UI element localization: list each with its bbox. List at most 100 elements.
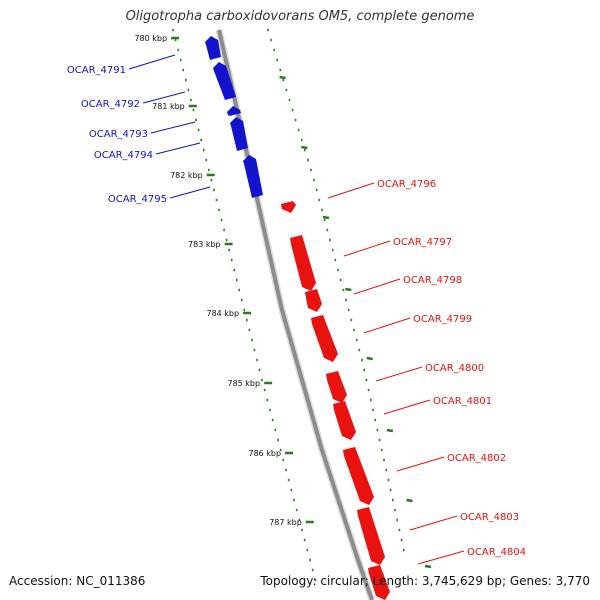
ring-dot [398, 528, 401, 532]
gene-label-forward[interactable]: OCAR_4801 [433, 396, 492, 407]
leader-line [409, 515, 458, 531]
gene-label-forward[interactable]: OCAR_4803 [460, 512, 519, 523]
leader-line [169, 186, 211, 199]
ring-dot [304, 148, 306, 152]
leader-line [396, 456, 445, 472]
outer-tick-mark [301, 145, 308, 150]
tick-label: 784 kbp [206, 309, 239, 318]
ring-dot [266, 398, 269, 402]
ring-dot [306, 548, 309, 552]
gene-label-forward[interactable]: OCAR_4799 [413, 314, 472, 325]
ring-dot [370, 398, 372, 402]
ring-dot [208, 168, 210, 172]
gene-label-forward[interactable]: OCAR_4800 [425, 363, 484, 374]
gene-arrow-forward [326, 371, 347, 403]
ring-dot [347, 308, 350, 312]
gene-label-forward[interactable]: OCAR_4798 [403, 275, 462, 286]
gene-label-forward[interactable]: OCAR_4796 [377, 179, 436, 190]
ring-dot [253, 348, 256, 352]
ring-dot [363, 368, 365, 372]
tick-label: 785 kbp [227, 379, 260, 388]
ring-dot [374, 418, 376, 422]
gene-arrow-reverse [243, 155, 263, 198]
ring-dot [345, 298, 347, 302]
ring-dot [329, 238, 331, 242]
gene-arrow-forward [290, 235, 316, 291]
ring-dot [223, 228, 225, 232]
gene-features [205, 36, 390, 600]
gene-arrow-forward [305, 289, 322, 312]
outer-tick-mark [406, 498, 413, 503]
ring-dot [294, 118, 297, 122]
gene-label-reverse[interactable]: OCAR_4795 [108, 194, 167, 205]
ring-dot [372, 408, 374, 412]
gene-label-forward[interactable]: OCAR_4797 [393, 237, 452, 248]
ring-dot [394, 508, 396, 512]
ring-dot [271, 418, 274, 422]
ring-dot [334, 258, 337, 262]
ring-dot [396, 518, 398, 522]
ring-dot [321, 208, 323, 212]
ring-dot [326, 228, 329, 232]
ring-dot [179, 58, 182, 62]
ring-dot [358, 348, 361, 352]
tick-label: 780 kbp [134, 34, 167, 43]
ring-dot [307, 158, 309, 162]
ring-dot [276, 58, 278, 62]
gene-arrow-reverse [230, 117, 248, 151]
ring-dot [240, 298, 243, 302]
ring-dot [367, 388, 370, 392]
ring-dot [267, 28, 269, 32]
ring-dot [210, 178, 213, 182]
gene-label-reverse[interactable]: OCAR_4792 [81, 99, 140, 110]
ring-dot [361, 358, 363, 362]
gene-arrow-forward [333, 401, 356, 440]
inner-tick-ring [172, 28, 317, 582]
ring-dot [378, 438, 381, 442]
gene-label-reverse[interactable]: OCAR_4794 [94, 150, 153, 161]
ring-dot [228, 248, 230, 252]
ring-dot [282, 78, 285, 82]
ring-dot [218, 208, 220, 212]
ring-dot [274, 428, 277, 432]
ring-dot [282, 458, 285, 462]
ring-dot [192, 108, 195, 112]
ring-dot [202, 148, 205, 152]
ring-dot [297, 128, 300, 132]
ring-dot [403, 548, 405, 552]
ring-dot [318, 198, 321, 202]
leader-line [417, 550, 465, 565]
leader-line [128, 54, 176, 70]
ring-dot [279, 448, 282, 452]
leader-line [353, 278, 401, 295]
gene-label-reverse[interactable]: OCAR_4793 [89, 129, 148, 140]
ring-dot [243, 308, 246, 312]
ring-dot [387, 478, 390, 482]
ring-dot [205, 158, 208, 162]
gene-label-leaders [128, 54, 465, 565]
ring-dot [273, 48, 275, 52]
gene-arrow-forward [343, 447, 374, 505]
gene-label-reverse[interactable]: OCAR_4791 [67, 65, 126, 76]
ring-dot [182, 68, 185, 72]
ring-dot [235, 278, 238, 282]
gene-label-forward[interactable]: OCAR_4802 [447, 453, 506, 464]
ring-dot [233, 268, 236, 272]
ring-dot [277, 438, 279, 442]
ring-dot [251, 338, 253, 342]
ring-dot [337, 268, 339, 272]
leader-line [327, 182, 375, 199]
ring-dot [187, 88, 190, 92]
ring-dot [385, 468, 387, 472]
outer-tick-mark [279, 75, 286, 80]
ring-dot [230, 258, 233, 262]
ring-dot [185, 78, 187, 82]
ring-dot [256, 358, 258, 362]
accession-text: Accession: NC_011386 [9, 574, 146, 588]
ring-dot [310, 168, 312, 172]
ring-dot [174, 38, 177, 42]
leader-line [142, 91, 186, 104]
gene-label-forward[interactable]: OCAR_4804 [467, 547, 526, 558]
ring-dot [270, 38, 272, 42]
leader-line [363, 317, 411, 334]
